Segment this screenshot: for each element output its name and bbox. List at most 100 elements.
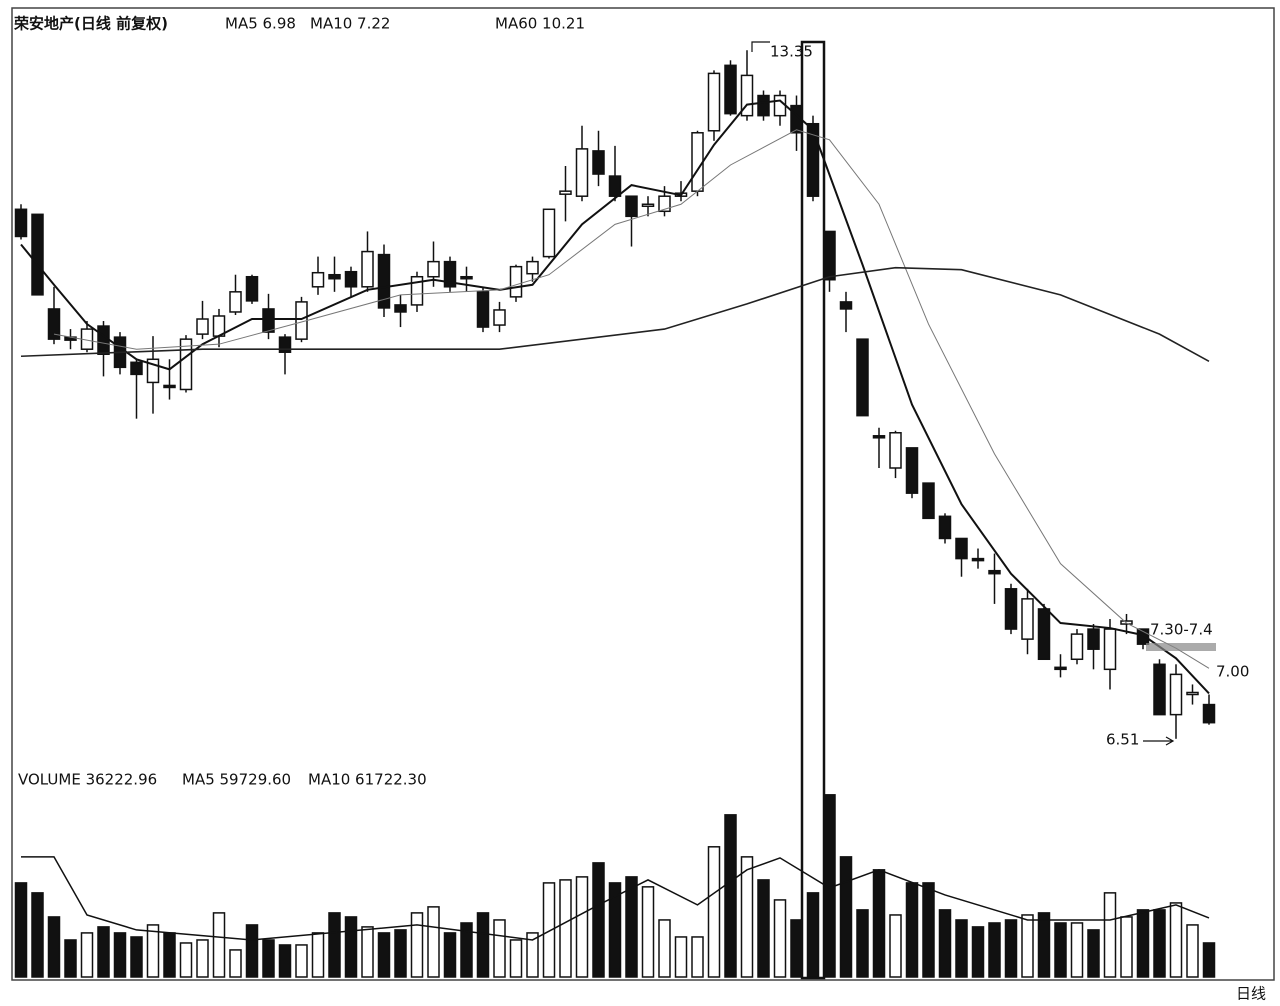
candle-body — [757, 94, 770, 117]
candle-body — [658, 195, 671, 213]
candle-body — [773, 94, 787, 117]
volume-bar — [872, 869, 886, 978]
volume-bar — [344, 916, 358, 978]
volume-bar — [625, 876, 638, 978]
annotation-arrow — [1143, 736, 1175, 746]
volume-bar — [1103, 892, 1117, 978]
candle-body — [1202, 703, 1216, 724]
volume-bar — [295, 944, 308, 978]
candle-body — [163, 384, 176, 389]
candle-body — [724, 64, 737, 115]
volume-bar — [311, 932, 325, 978]
volume-bar — [674, 936, 688, 978]
volume-bar — [773, 899, 787, 978]
volume-bar — [163, 932, 176, 978]
ma-line — [20, 266, 1210, 362]
candle-body — [856, 338, 869, 417]
candle-body — [460, 275, 473, 280]
volume-bar — [905, 882, 919, 978]
annotation: 7.30-7.4 — [1150, 621, 1213, 639]
candle-body — [625, 195, 638, 218]
highlight-box — [800, 40, 826, 980]
volume-bar — [526, 932, 539, 978]
volume-bar — [988, 922, 1001, 978]
resistance-band — [1146, 643, 1216, 651]
volume-bar — [757, 879, 770, 978]
volume-bar — [229, 949, 242, 978]
volume-bar — [806, 892, 820, 978]
volume-bar — [14, 882, 28, 978]
candle-body — [872, 435, 886, 439]
period-label: 日线 — [1236, 985, 1266, 1003]
volume-bar — [1004, 919, 1018, 978]
candle-body — [377, 253, 391, 309]
volume-bar — [443, 932, 457, 978]
candle-body — [476, 291, 490, 328]
candle-body — [47, 308, 61, 340]
candle-body — [955, 537, 968, 560]
volume-bar — [1136, 909, 1150, 978]
candle-body — [1004, 588, 1018, 630]
ma-line — [20, 99, 1210, 695]
volume-bar — [1169, 902, 1183, 978]
candle-body — [14, 208, 28, 238]
volume-bar — [971, 926, 985, 978]
volume-label: MA10 61722.30 — [308, 771, 427, 789]
volume-bar — [64, 939, 77, 978]
volume-bar — [658, 919, 671, 978]
candle-body — [31, 213, 44, 296]
volume-bar — [1070, 922, 1084, 978]
volume-bar — [47, 916, 61, 978]
candle-body — [344, 270, 358, 288]
volume-bar — [575, 876, 589, 978]
volume-bar — [592, 862, 605, 978]
candle-body — [938, 515, 952, 540]
candle-body — [245, 275, 259, 302]
chart-title: 荣安地产(日线 前复权) — [13, 15, 168, 33]
volume-bar — [212, 912, 226, 978]
volume-bar — [938, 909, 952, 978]
volume-bar — [361, 926, 374, 978]
candle-body — [427, 260, 440, 278]
candle-body — [361, 250, 374, 288]
annotation-bracket — [751, 41, 770, 52]
volume-bar — [1120, 916, 1133, 978]
candle-body — [97, 325, 110, 355]
candle-body — [691, 132, 704, 192]
volume-bar — [955, 919, 968, 978]
annotation: 13.35 — [770, 43, 813, 61]
indicator-label: MA10 7.22 — [310, 15, 390, 33]
candle-body — [740, 74, 754, 117]
candle-body — [559, 190, 572, 195]
volume-bar — [922, 882, 935, 978]
candle-body — [1054, 666, 1067, 671]
volume-bar — [460, 922, 473, 978]
candle-body — [542, 208, 556, 258]
volume-bar — [724, 814, 737, 978]
volume-bar — [427, 906, 440, 978]
candle-body — [1186, 691, 1199, 696]
candle-body — [130, 361, 143, 376]
candle-body — [262, 308, 275, 333]
volume-bar — [328, 912, 341, 978]
volume-bar — [80, 932, 94, 978]
annotation: 7.00 — [1216, 663, 1249, 681]
candle-body — [839, 301, 853, 310]
volume-bar — [493, 919, 506, 978]
candle-body — [922, 482, 935, 520]
volume-bar — [1153, 909, 1166, 978]
indicator-label: MA5 6.98 — [225, 15, 296, 33]
volume-bar — [1054, 922, 1067, 978]
annotation: 6.51 — [1106, 731, 1139, 749]
candle-body — [311, 271, 325, 288]
volume-bar — [509, 939, 523, 978]
volume-ma-line — [21, 856, 1210, 941]
volume-bar — [31, 892, 44, 978]
volume-bar — [262, 939, 275, 978]
candle-body — [328, 273, 341, 280]
volume-bar — [113, 932, 127, 978]
volume-bar — [542, 882, 556, 978]
ma-line — [53, 129, 1210, 669]
volume-bar — [839, 856, 853, 978]
volume-bar — [146, 924, 160, 978]
